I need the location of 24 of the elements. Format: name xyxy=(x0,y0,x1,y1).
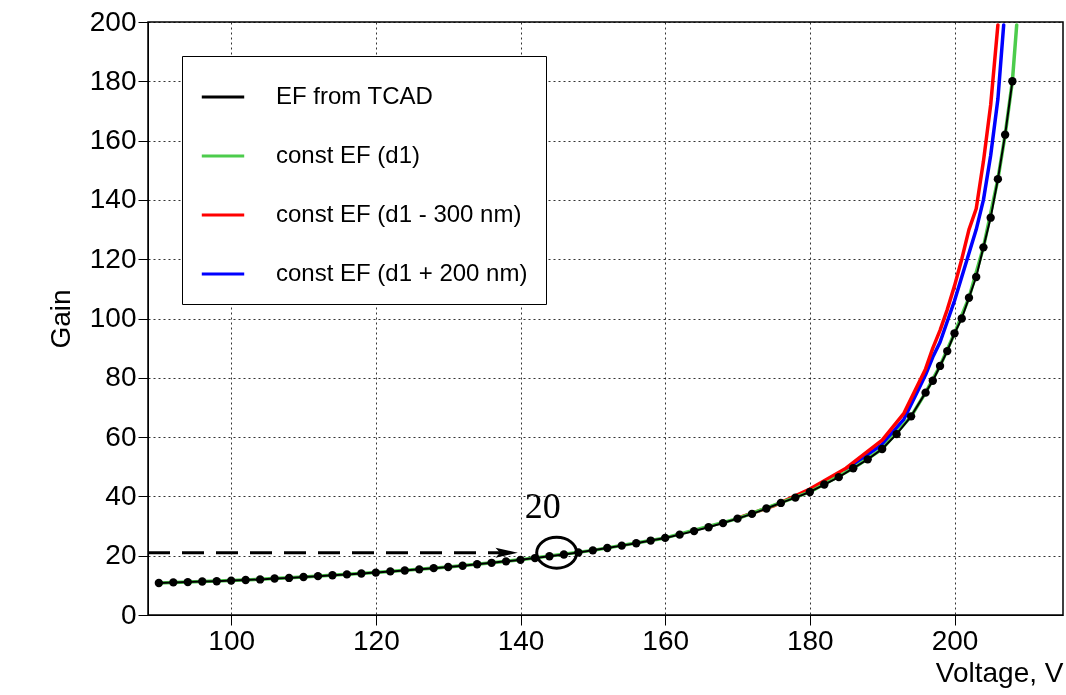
y-tick-label: 120 xyxy=(89,242,137,274)
y-tick-label: 140 xyxy=(89,183,137,215)
y-tick-label: 40 xyxy=(105,479,137,511)
y-tick-label: 20 xyxy=(105,539,137,571)
x-tick-label: 200 xyxy=(931,624,979,656)
legend-label: const EF (d1 - 300 nm) xyxy=(276,200,522,227)
y-tick-label: 180 xyxy=(89,64,137,96)
y-tick-label: 60 xyxy=(105,420,137,452)
annotation: 20 xyxy=(524,485,561,526)
y-axis-title: Gain xyxy=(44,289,76,349)
y-tick-label: 80 xyxy=(105,361,137,393)
y-tick-label: 160 xyxy=(89,124,137,156)
legend-label: const EF (d1 + 200 nm) xyxy=(276,259,528,286)
legend-label: EF from TCAD xyxy=(276,82,433,109)
y-tick-label: 200 xyxy=(89,5,137,37)
legend-label: const EF (d1) xyxy=(276,141,421,168)
x-tick-label: 140 xyxy=(497,624,545,656)
y-tick-label: 100 xyxy=(89,302,137,333)
x-tick-label: 180 xyxy=(786,624,834,656)
x-tick-label: 120 xyxy=(352,624,400,656)
x-tick-label: 160 xyxy=(642,624,690,656)
x-axis-title: Voltage, V xyxy=(935,656,1064,688)
y-tick-label: 0 xyxy=(120,598,137,630)
x-tick-label: 100 xyxy=(208,624,256,656)
